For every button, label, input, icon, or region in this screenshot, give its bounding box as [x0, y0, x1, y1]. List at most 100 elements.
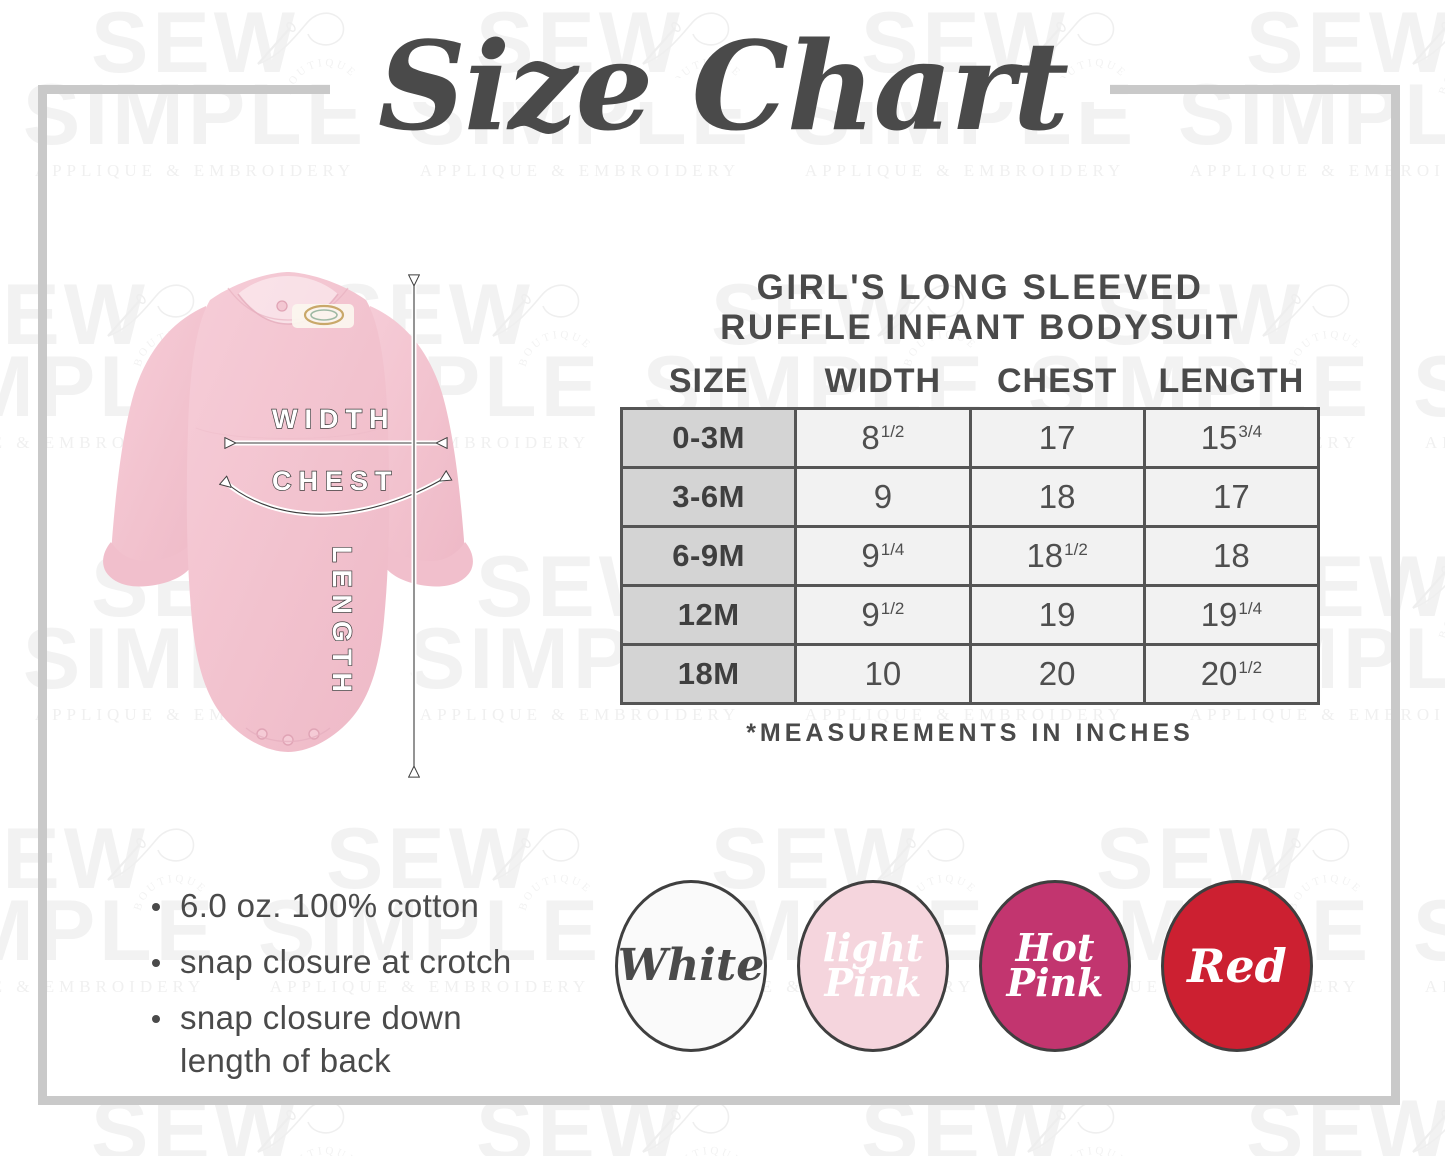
cell-size: 6-9M: [619, 524, 798, 587]
measurement-value: 181/2: [1026, 536, 1088, 574]
cell-chest: 19: [968, 583, 1146, 646]
product-title-line1: GIRL'S LONG SLEEVED: [756, 268, 1204, 307]
svg-text:BOUTIQUE: BOUTIQUE: [517, 329, 594, 368]
measurement-units-note: *MEASUREMENTS IN INCHES: [746, 718, 1194, 747]
cell-width: 91/2: [794, 583, 972, 646]
watermark-subtitle: APPLIQUE & EMBROIDERY: [804, 161, 1126, 180]
table-row: 3-6M 9 18 17: [619, 465, 1321, 528]
watermark-boutique-arc: BOUTIQUE: [1050, 1144, 1142, 1156]
color-swatch-label: Red: [1187, 938, 1287, 993]
cell-width: 10: [794, 642, 972, 705]
measurement-fraction: 1/2: [1064, 539, 1088, 559]
watermark-sew: SEW: [476, 1083, 684, 1156]
cell-length: 201/2: [1142, 642, 1321, 705]
measurement-value: 153/4: [1200, 418, 1263, 456]
watermark-boutique-arc: BOUTIQUE: [665, 1144, 757, 1156]
color-swatch[interactable]: White: [615, 880, 767, 1052]
size-info-column: GIRL'S LONG SLEEVED RUFFLE INFANT BODYSU…: [619, 268, 1340, 748]
needle-thread-icon: [1020, 1094, 1140, 1156]
needle-thread-icon: [485, 822, 605, 892]
watermark-boutique-arc: BOUTIQUE: [1435, 1144, 1445, 1156]
color-swatch[interactable]: Red: [1161, 880, 1313, 1052]
watermark-subtitle: APPLIQUE & EMBROIDERY: [1424, 433, 1445, 452]
measurement-value: 19: [1038, 595, 1076, 633]
svg-text:BOUTIQUE: BOUTIQUE: [1437, 1145, 1445, 1156]
bodysuit-illustration: [78, 228, 498, 828]
watermark-sew: SEW: [1246, 1083, 1445, 1156]
measurement-value: 17: [1038, 418, 1076, 456]
needle-thread-icon: [100, 822, 220, 892]
feature-list-item: snap closure down length of back: [148, 997, 578, 1081]
watermark-sew: SEW: [1390, 816, 1445, 902]
svg-text:BOUTIQUE: BOUTIQUE: [282, 1145, 359, 1156]
measurement-value: 18: [1213, 536, 1250, 574]
watermark-boutique-arc: BOUTIQUE: [515, 328, 607, 420]
measurement-fraction: 1/4: [1238, 598, 1263, 618]
measurement-fraction: 1/2: [1238, 657, 1263, 677]
cell-chest: 18: [968, 465, 1146, 528]
length-measurement-label: LENGTH: [326, 545, 357, 699]
column-header-width: WIDTH: [824, 361, 942, 400]
measurement-value: 9: [873, 477, 893, 515]
column-header-size: SIZE: [668, 361, 749, 400]
cell-width: 9: [794, 465, 972, 528]
chest-measurement-label: CHEST: [271, 465, 399, 496]
feature-list-item: snap closure at crotch: [148, 941, 578, 983]
watermark-subtitle: APPLIQUE & EMBROIDERY: [1189, 161, 1445, 180]
table-header-row: SIZE WIDTH CHEST LENGTH: [622, 362, 1319, 409]
cell-chest: 181/2: [968, 524, 1146, 587]
needle-thread-icon: [250, 1094, 370, 1156]
size-table: SIZE WIDTH CHEST LENGTH 0-3M 81/2 17 153/4 3…: [619, 362, 1321, 705]
color-swatch-row: White light Pink Hot Pink Red: [615, 876, 1375, 1056]
needle-thread-icon: [485, 278, 605, 348]
color-swatch-label: light Pink: [822, 925, 924, 1005]
product-title-line2: RUFFLE INFANT BODYSUIT: [720, 307, 1240, 347]
measurement-fraction: 1/4: [880, 539, 905, 559]
measurement-value: 191/4: [1200, 595, 1263, 633]
cell-width: 81/2: [794, 406, 972, 469]
watermark-simple: SIMPLE: [0, 616, 5, 702]
watermark-subtitle: APPLIQUE & EMBROIDERY: [419, 161, 741, 180]
measurement-value: 17: [1213, 477, 1250, 515]
watermark-simple: SIMPLE: [1390, 888, 1445, 974]
table-row: 18M 10 20 201/2: [619, 642, 1321, 705]
cell-chest: 20: [968, 642, 1146, 705]
needle-thread-icon: [635, 1094, 755, 1156]
page-title: Size Chart: [377, 14, 1069, 158]
measurement-value: 20: [1038, 654, 1076, 692]
measurement-value: 18: [1038, 477, 1076, 515]
table-row: 12M 91/2 19 191/4: [619, 583, 1321, 646]
watermark-subtitle: APPLIQUE & EMBROIDERY: [1424, 977, 1445, 996]
column-header-length: LENGTH: [1158, 361, 1305, 400]
measurement-value: 81/2: [861, 418, 905, 456]
svg-text:BOUTIQUE: BOUTIQUE: [667, 1145, 744, 1156]
watermark-sew: SEW: [91, 1083, 299, 1156]
color-swatch[interactable]: Hot Pink: [979, 880, 1131, 1052]
svg-text:BOUTIQUE: BOUTIQUE: [1052, 1145, 1129, 1156]
feature-list-item: 6.0 oz. 100% cotton: [148, 885, 578, 927]
watermark-sew: SEW: [0, 1088, 5, 1156]
measurement-value: 10: [864, 654, 902, 692]
needle-thread-icon: [1405, 550, 1445, 620]
watermark-boutique-arc: BOUTIQUE: [1435, 600, 1445, 692]
color-swatch[interactable]: light Pink: [797, 880, 949, 1052]
cell-size: 18M: [619, 642, 798, 705]
watermark-sew: SEW: [861, 1083, 1069, 1156]
cell-width: 91/4: [794, 524, 972, 587]
cell-length: 18: [1142, 524, 1321, 587]
table-row: 6-9M 91/4 181/2 18: [619, 524, 1321, 587]
product-features-list: 6.0 oz. 100% cotton snap closure at crotc…: [148, 885, 578, 1096]
cell-length: 153/4: [1142, 406, 1321, 469]
watermark-sew: SEW: [1390, 272, 1445, 358]
watermark-sew: SEW: [0, 544, 5, 630]
size-table-wrapper: SIZE WIDTH CHEST LENGTH 0-3M 81/2 17 153/4 3…: [619, 362, 1321, 705]
cell-chest: 17: [968, 406, 1146, 469]
measurement-fraction: 3/4: [1238, 421, 1263, 441]
